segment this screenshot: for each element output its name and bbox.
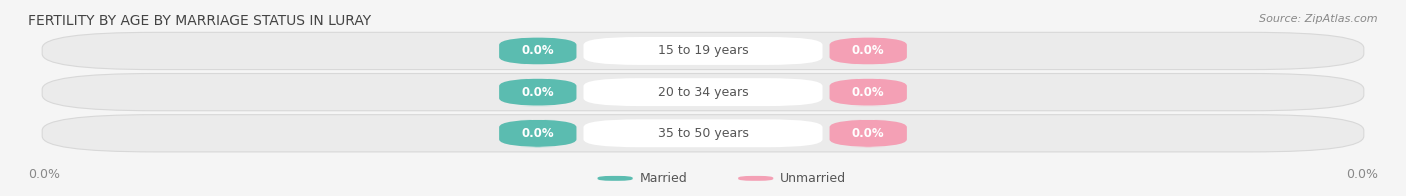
FancyBboxPatch shape <box>830 37 907 65</box>
FancyBboxPatch shape <box>499 119 576 147</box>
FancyBboxPatch shape <box>583 119 823 147</box>
Text: 0.0%: 0.0% <box>522 86 554 99</box>
Text: 20 to 34 years: 20 to 34 years <box>658 86 748 99</box>
Text: 15 to 19 years: 15 to 19 years <box>658 44 748 57</box>
FancyBboxPatch shape <box>499 37 576 65</box>
FancyBboxPatch shape <box>598 176 633 181</box>
Text: 35 to 50 years: 35 to 50 years <box>658 127 748 140</box>
FancyBboxPatch shape <box>42 74 1364 111</box>
FancyBboxPatch shape <box>583 78 823 106</box>
FancyBboxPatch shape <box>830 78 907 106</box>
FancyBboxPatch shape <box>738 176 773 181</box>
Text: 0.0%: 0.0% <box>1346 168 1378 181</box>
FancyBboxPatch shape <box>830 119 907 147</box>
Text: 0.0%: 0.0% <box>522 44 554 57</box>
FancyBboxPatch shape <box>499 78 576 106</box>
Text: Source: ZipAtlas.com: Source: ZipAtlas.com <box>1260 14 1378 24</box>
Text: FERTILITY BY AGE BY MARRIAGE STATUS IN LURAY: FERTILITY BY AGE BY MARRIAGE STATUS IN L… <box>28 14 371 28</box>
FancyBboxPatch shape <box>583 37 823 65</box>
Text: 0.0%: 0.0% <box>852 127 884 140</box>
FancyBboxPatch shape <box>42 32 1364 70</box>
FancyBboxPatch shape <box>42 115 1364 152</box>
Text: Married: Married <box>640 172 688 185</box>
Text: 0.0%: 0.0% <box>852 86 884 99</box>
Text: Unmarried: Unmarried <box>780 172 846 185</box>
Text: 0.0%: 0.0% <box>852 44 884 57</box>
Text: 0.0%: 0.0% <box>522 127 554 140</box>
Text: 0.0%: 0.0% <box>28 168 60 181</box>
